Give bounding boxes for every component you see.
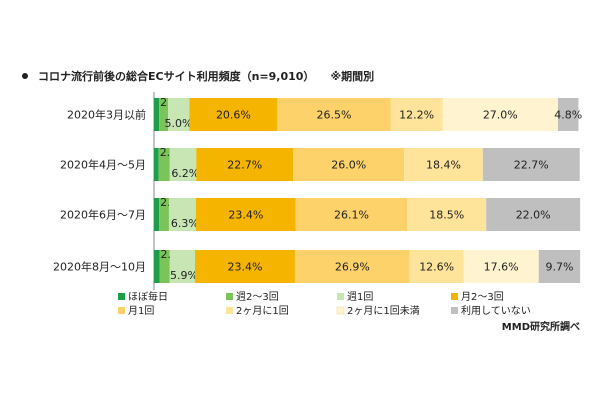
data-label: 18.4% — [426, 159, 461, 172]
data-label: 17.6% — [484, 261, 519, 274]
bar-segment — [189, 98, 278, 131]
category-label: 2020年4月～5月 — [60, 158, 146, 172]
bar-segment — [390, 98, 443, 131]
legend-label: 月2～3回 — [461, 291, 504, 303]
bar-segment — [159, 98, 169, 131]
legend-swatch — [226, 307, 233, 314]
legend-label: 2ヶ月に1回未満 — [347, 305, 420, 317]
legend-swatch — [336, 306, 345, 315]
bar-segment — [168, 198, 196, 231]
bar-segment — [486, 198, 581, 231]
bar-segment — [196, 148, 294, 181]
data-label: 27.0% — [483, 109, 518, 122]
legend-label: 2ヶ月に1回 — [236, 305, 289, 317]
bar-segment — [159, 198, 169, 231]
data-label: 26.5% — [317, 109, 352, 122]
bar-segment — [154, 250, 160, 283]
legend-swatch — [451, 293, 458, 300]
data-label: 5.0% — [164, 117, 192, 130]
data-label: 23.4% — [227, 261, 262, 274]
legend-label: 利用していない — [461, 305, 531, 317]
bar-segment — [194, 250, 295, 283]
data-label: 6.3% — [171, 217, 199, 230]
category-label: 2020年3月以前 — [67, 108, 146, 122]
data-label: 26.9% — [335, 261, 370, 274]
data-label: 20.6% — [216, 109, 251, 122]
bar-segment — [295, 198, 408, 231]
data-label: 12.6% — [419, 261, 454, 274]
category-label: 2020年6月～7月 — [60, 208, 146, 222]
bar-segment — [158, 148, 170, 181]
bar-segment — [409, 250, 464, 283]
category-label: 2020年8月～10月 — [53, 260, 146, 274]
bar-segment — [463, 250, 539, 283]
legend-label: 週1回 — [347, 291, 373, 303]
legend-swatch — [118, 293, 125, 300]
bar-segment — [557, 98, 579, 131]
data-label: 4.8% — [554, 109, 582, 122]
legend-swatch — [118, 307, 125, 314]
chart-note: ※期間別 — [330, 70, 375, 83]
legend-label: 週2～3回 — [236, 291, 279, 303]
bar-segment — [159, 250, 170, 283]
data-label: 9.7% — [545, 261, 573, 274]
bar-segment — [404, 148, 483, 181]
chart-title-text: コロナ流行前後の総合ECサイト利用頻度（n=9,010） — [38, 70, 315, 83]
legend-label: ほぼ毎日 — [128, 290, 168, 303]
bar-segment — [293, 148, 405, 181]
data-label: 6.2% — [171, 167, 199, 180]
data-label: 22.0% — [516, 209, 551, 222]
bar-segment — [169, 250, 195, 283]
bar-segment — [277, 98, 391, 131]
data-label: 22.7% — [514, 159, 549, 172]
bar-segment — [195, 198, 296, 231]
bar-segment — [482, 148, 580, 181]
bar-segment — [154, 198, 160, 231]
data-label: 26.1% — [334, 209, 369, 222]
bar-segment — [442, 98, 558, 131]
legend-swatch — [226, 293, 233, 300]
legend-swatch — [451, 307, 458, 314]
chart-title: コロナ流行前後の総合ECサイト利用頻度（n=9,010） ※期間別 — [22, 68, 374, 84]
legend-swatch — [337, 293, 344, 300]
bullet-icon — [22, 73, 28, 79]
bar-segment — [168, 98, 190, 131]
data-label: 18.5% — [429, 209, 464, 222]
data-label: 12.2% — [399, 109, 434, 122]
bar-segment — [154, 98, 160, 131]
legend-label: 月1回 — [128, 305, 154, 317]
data-label: 22.7% — [227, 159, 262, 172]
bar-segment — [294, 250, 410, 283]
bar-segment — [538, 250, 581, 283]
bar-segment — [407, 198, 487, 231]
bar-segment — [169, 148, 197, 181]
data-label: 23.4% — [228, 209, 263, 222]
bar-segment — [154, 148, 159, 181]
data-label: 5.9% — [170, 269, 198, 282]
data-label: 26.0% — [331, 159, 366, 172]
source-credit: MMD研究所調べ — [501, 322, 580, 333]
